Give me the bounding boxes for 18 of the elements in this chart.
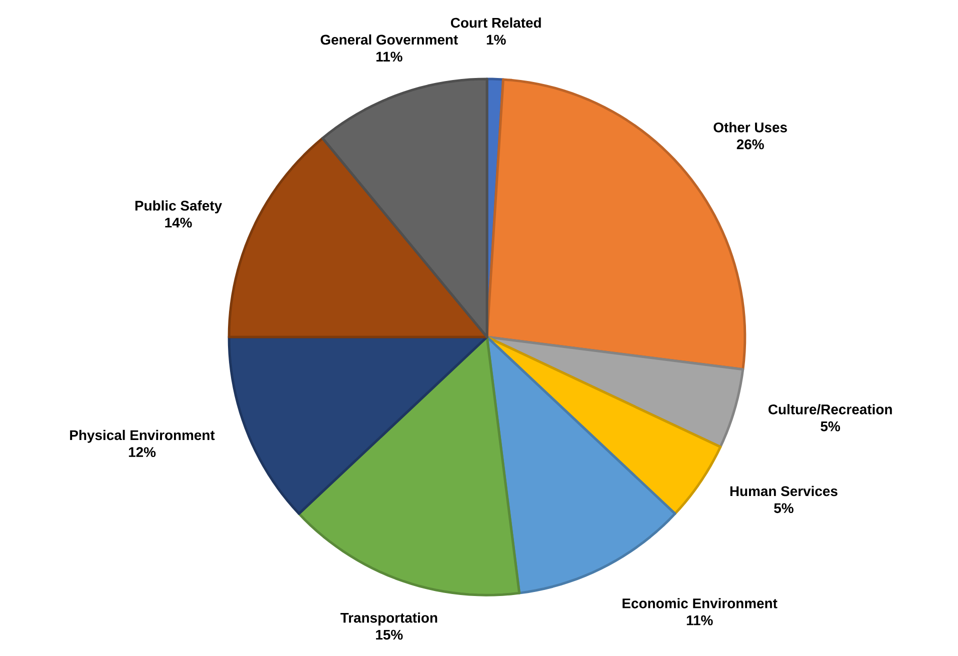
slice-label: Court Related: [450, 17, 541, 28]
slice-label: Human Services: [730, 486, 838, 496]
data-label: 11%: [376, 52, 402, 62]
slice-label: Economic Environment: [622, 598, 778, 608]
data-label: 15%: [376, 630, 403, 640]
data-label: 14%: [165, 218, 192, 228]
slice-label: Physical Environment: [70, 430, 215, 443]
data-label: 5%: [774, 503, 794, 514]
slice-label: Transportation: [340, 612, 438, 626]
data-label: 11%: [686, 615, 713, 626]
data-label: 1%: [486, 34, 506, 45]
data-label: 12%: [128, 447, 156, 458]
slice-label: Culture/Recreation: [768, 404, 892, 414]
slice-label: General Government: [320, 34, 458, 45]
data-label: 26%: [736, 139, 764, 150]
slice-label: Public Safety: [135, 200, 222, 214]
data-label: 5%: [820, 421, 840, 432]
slice-label: Other Uses: [714, 122, 787, 132]
